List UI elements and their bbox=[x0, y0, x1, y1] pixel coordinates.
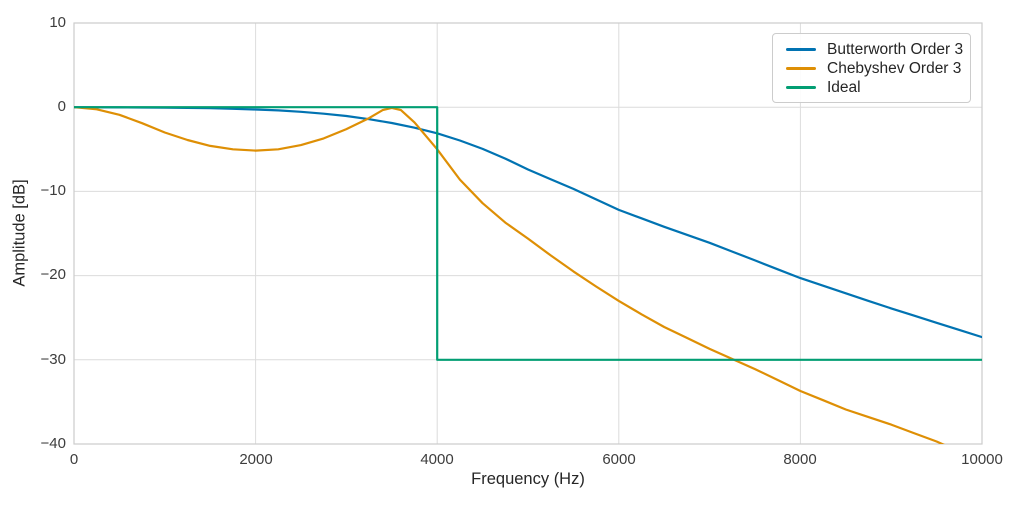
series-line-butterworth-order-3 bbox=[74, 106, 982, 339]
legend-entry-ideal: Ideal bbox=[786, 78, 962, 97]
x-tick-label: 4000 bbox=[420, 451, 454, 468]
series-line-ideal bbox=[74, 106, 982, 361]
legend-line-sample-chebyshev bbox=[786, 67, 816, 70]
x-tick-label: 8000 bbox=[783, 451, 817, 468]
series-line-chebyshev-order-3 bbox=[74, 106, 945, 444]
y-tick-label: 0 bbox=[57, 98, 66, 115]
legend-entry-butterworth: Butterworth Order 3 bbox=[786, 40, 964, 59]
y-tick-label: −40 bbox=[40, 435, 66, 452]
legend-label: Ideal bbox=[827, 79, 861, 96]
y-tick-label: −10 bbox=[40, 182, 66, 199]
x-tick-label: 10000 bbox=[961, 451, 1003, 468]
series-group bbox=[74, 106, 982, 444]
axes-spines bbox=[73, 22, 983, 445]
x-tick-label: 6000 bbox=[602, 451, 636, 468]
x-tick-label: 2000 bbox=[239, 451, 273, 468]
x-axis-label: Frequency (Hz) bbox=[471, 470, 585, 488]
y-tick-label: 10 bbox=[49, 14, 66, 31]
legend: Butterworth Order 3 Chebyshev Order 3 Id… bbox=[772, 33, 971, 103]
y-tick-label: −20 bbox=[40, 266, 66, 283]
legend-line-sample-ideal bbox=[786, 86, 816, 89]
y-axis-label: Amplitude [dB] bbox=[10, 179, 29, 287]
x-tick-label: 0 bbox=[69, 451, 79, 468]
y-tick-label: −30 bbox=[40, 351, 66, 368]
legend-label: Butterworth Order 3 bbox=[827, 41, 964, 58]
legend-line-sample-butterworth bbox=[786, 48, 816, 51]
legend-label: Chebyshev Order 3 bbox=[827, 60, 962, 77]
legend-entry-chebyshev: Chebyshev Order 3 bbox=[786, 59, 962, 78]
